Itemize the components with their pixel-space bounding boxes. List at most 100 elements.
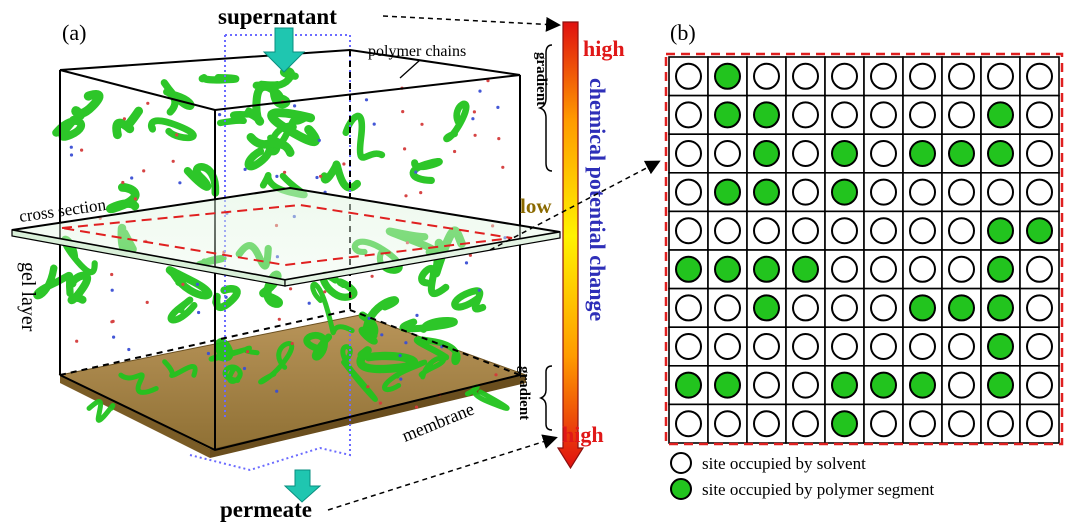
polymer-chain xyxy=(320,160,362,192)
solvent-site xyxy=(675,140,702,167)
solvent-site xyxy=(714,140,741,167)
side-group-atom xyxy=(175,133,179,137)
side-group-atom xyxy=(364,98,369,102)
side-group-atom xyxy=(145,300,149,304)
polymer-chain xyxy=(112,106,144,140)
solvent-site xyxy=(870,333,897,360)
polymer-chains-label: polymer chains xyxy=(368,43,466,60)
polymer-site xyxy=(675,371,702,399)
solvent-site xyxy=(870,217,897,245)
side-group-atom xyxy=(403,147,407,151)
solvent-site xyxy=(948,371,975,399)
polymer-site xyxy=(870,371,897,399)
side-group-atom xyxy=(414,405,419,409)
side-group-atom xyxy=(398,354,402,358)
polymer-chain xyxy=(208,345,260,362)
polymer-site xyxy=(909,294,936,322)
solvent-site xyxy=(675,294,702,322)
solvent-site xyxy=(675,410,702,438)
side-group-atom xyxy=(317,138,321,142)
solvent-site xyxy=(831,294,858,322)
polymer-chain xyxy=(33,264,74,300)
side-group-atom xyxy=(275,174,279,178)
polymer-site xyxy=(753,140,780,167)
polymer-site xyxy=(987,255,1014,283)
side-group-atom xyxy=(366,385,370,389)
side-group-atom xyxy=(401,110,405,114)
solvent-site xyxy=(675,217,702,245)
polymer-chain xyxy=(358,296,400,341)
polymer-chain xyxy=(52,116,86,141)
permeate-pointer xyxy=(327,434,558,511)
side-group-atom xyxy=(307,301,311,305)
side-group-atom xyxy=(415,313,419,317)
side-group-atom xyxy=(468,253,472,257)
membrane-plate xyxy=(58,314,528,458)
polymer-site xyxy=(948,140,975,167)
solvent-site xyxy=(870,62,897,90)
solvent-site xyxy=(909,410,936,438)
polymer-site xyxy=(831,371,858,399)
side-group-atom xyxy=(289,287,293,291)
side-group-atom xyxy=(197,310,201,315)
solvent-site xyxy=(753,410,780,438)
cross-section-plane xyxy=(11,186,561,287)
side-group-atom xyxy=(178,181,182,185)
side-group-atom xyxy=(323,290,327,294)
solvent-site xyxy=(1026,410,1053,438)
polymer-chain xyxy=(258,341,295,385)
panel-a-label: (a) xyxy=(62,20,86,45)
solvent-site xyxy=(792,333,819,360)
side-group-atom xyxy=(414,170,418,174)
solvent-site xyxy=(909,62,936,90)
solvent-site xyxy=(831,217,858,245)
polymer-chain xyxy=(183,163,220,197)
solvent-site xyxy=(870,178,897,206)
gel-box xyxy=(59,48,521,452)
solvent-site xyxy=(792,140,819,167)
polymer-chain xyxy=(340,344,378,402)
side-group-atom xyxy=(218,113,222,117)
polymer-chain xyxy=(443,100,470,143)
solvent-site xyxy=(792,101,819,129)
polymer-chain xyxy=(212,285,241,312)
solvent-site xyxy=(1026,178,1053,206)
solvent-site xyxy=(792,371,819,399)
polymer-chain xyxy=(67,271,92,305)
side-group-atom xyxy=(242,366,247,371)
side-group-atom xyxy=(206,351,210,356)
polymer-site xyxy=(909,371,936,399)
low-label: low xyxy=(520,194,552,218)
cross-section-pointer xyxy=(489,160,661,251)
side-group-atom xyxy=(464,261,469,265)
solvent-site xyxy=(714,294,741,322)
potential-gradient-bar xyxy=(556,21,585,470)
side-group-atom xyxy=(110,288,114,292)
solvent-site xyxy=(909,217,936,245)
polymer-site xyxy=(948,294,975,322)
solvent-site xyxy=(1026,294,1053,322)
side-group-atom xyxy=(399,377,403,381)
polymer-site xyxy=(792,255,819,283)
solvent-site xyxy=(909,178,936,206)
polymer-site xyxy=(987,371,1014,399)
solvent-site xyxy=(714,217,741,245)
polymer-site xyxy=(714,255,741,283)
side-group-atom xyxy=(80,148,84,152)
polymer-chains-pointer xyxy=(399,59,421,79)
polymer-chain xyxy=(382,359,428,393)
solvent-site xyxy=(870,101,897,129)
side-group-atom xyxy=(486,79,490,83)
side-group-atom xyxy=(473,133,477,137)
polymer-site xyxy=(714,371,741,399)
solvent-site xyxy=(753,333,780,360)
side-group-atom xyxy=(471,117,475,121)
polymer-chain xyxy=(71,89,104,120)
polymer-site xyxy=(714,101,741,129)
gradient-bottom-brace xyxy=(538,365,553,431)
side-group-atom xyxy=(453,149,457,154)
solvent-site xyxy=(675,101,702,129)
solvent-site xyxy=(987,62,1014,90)
solvent-site xyxy=(870,255,897,283)
